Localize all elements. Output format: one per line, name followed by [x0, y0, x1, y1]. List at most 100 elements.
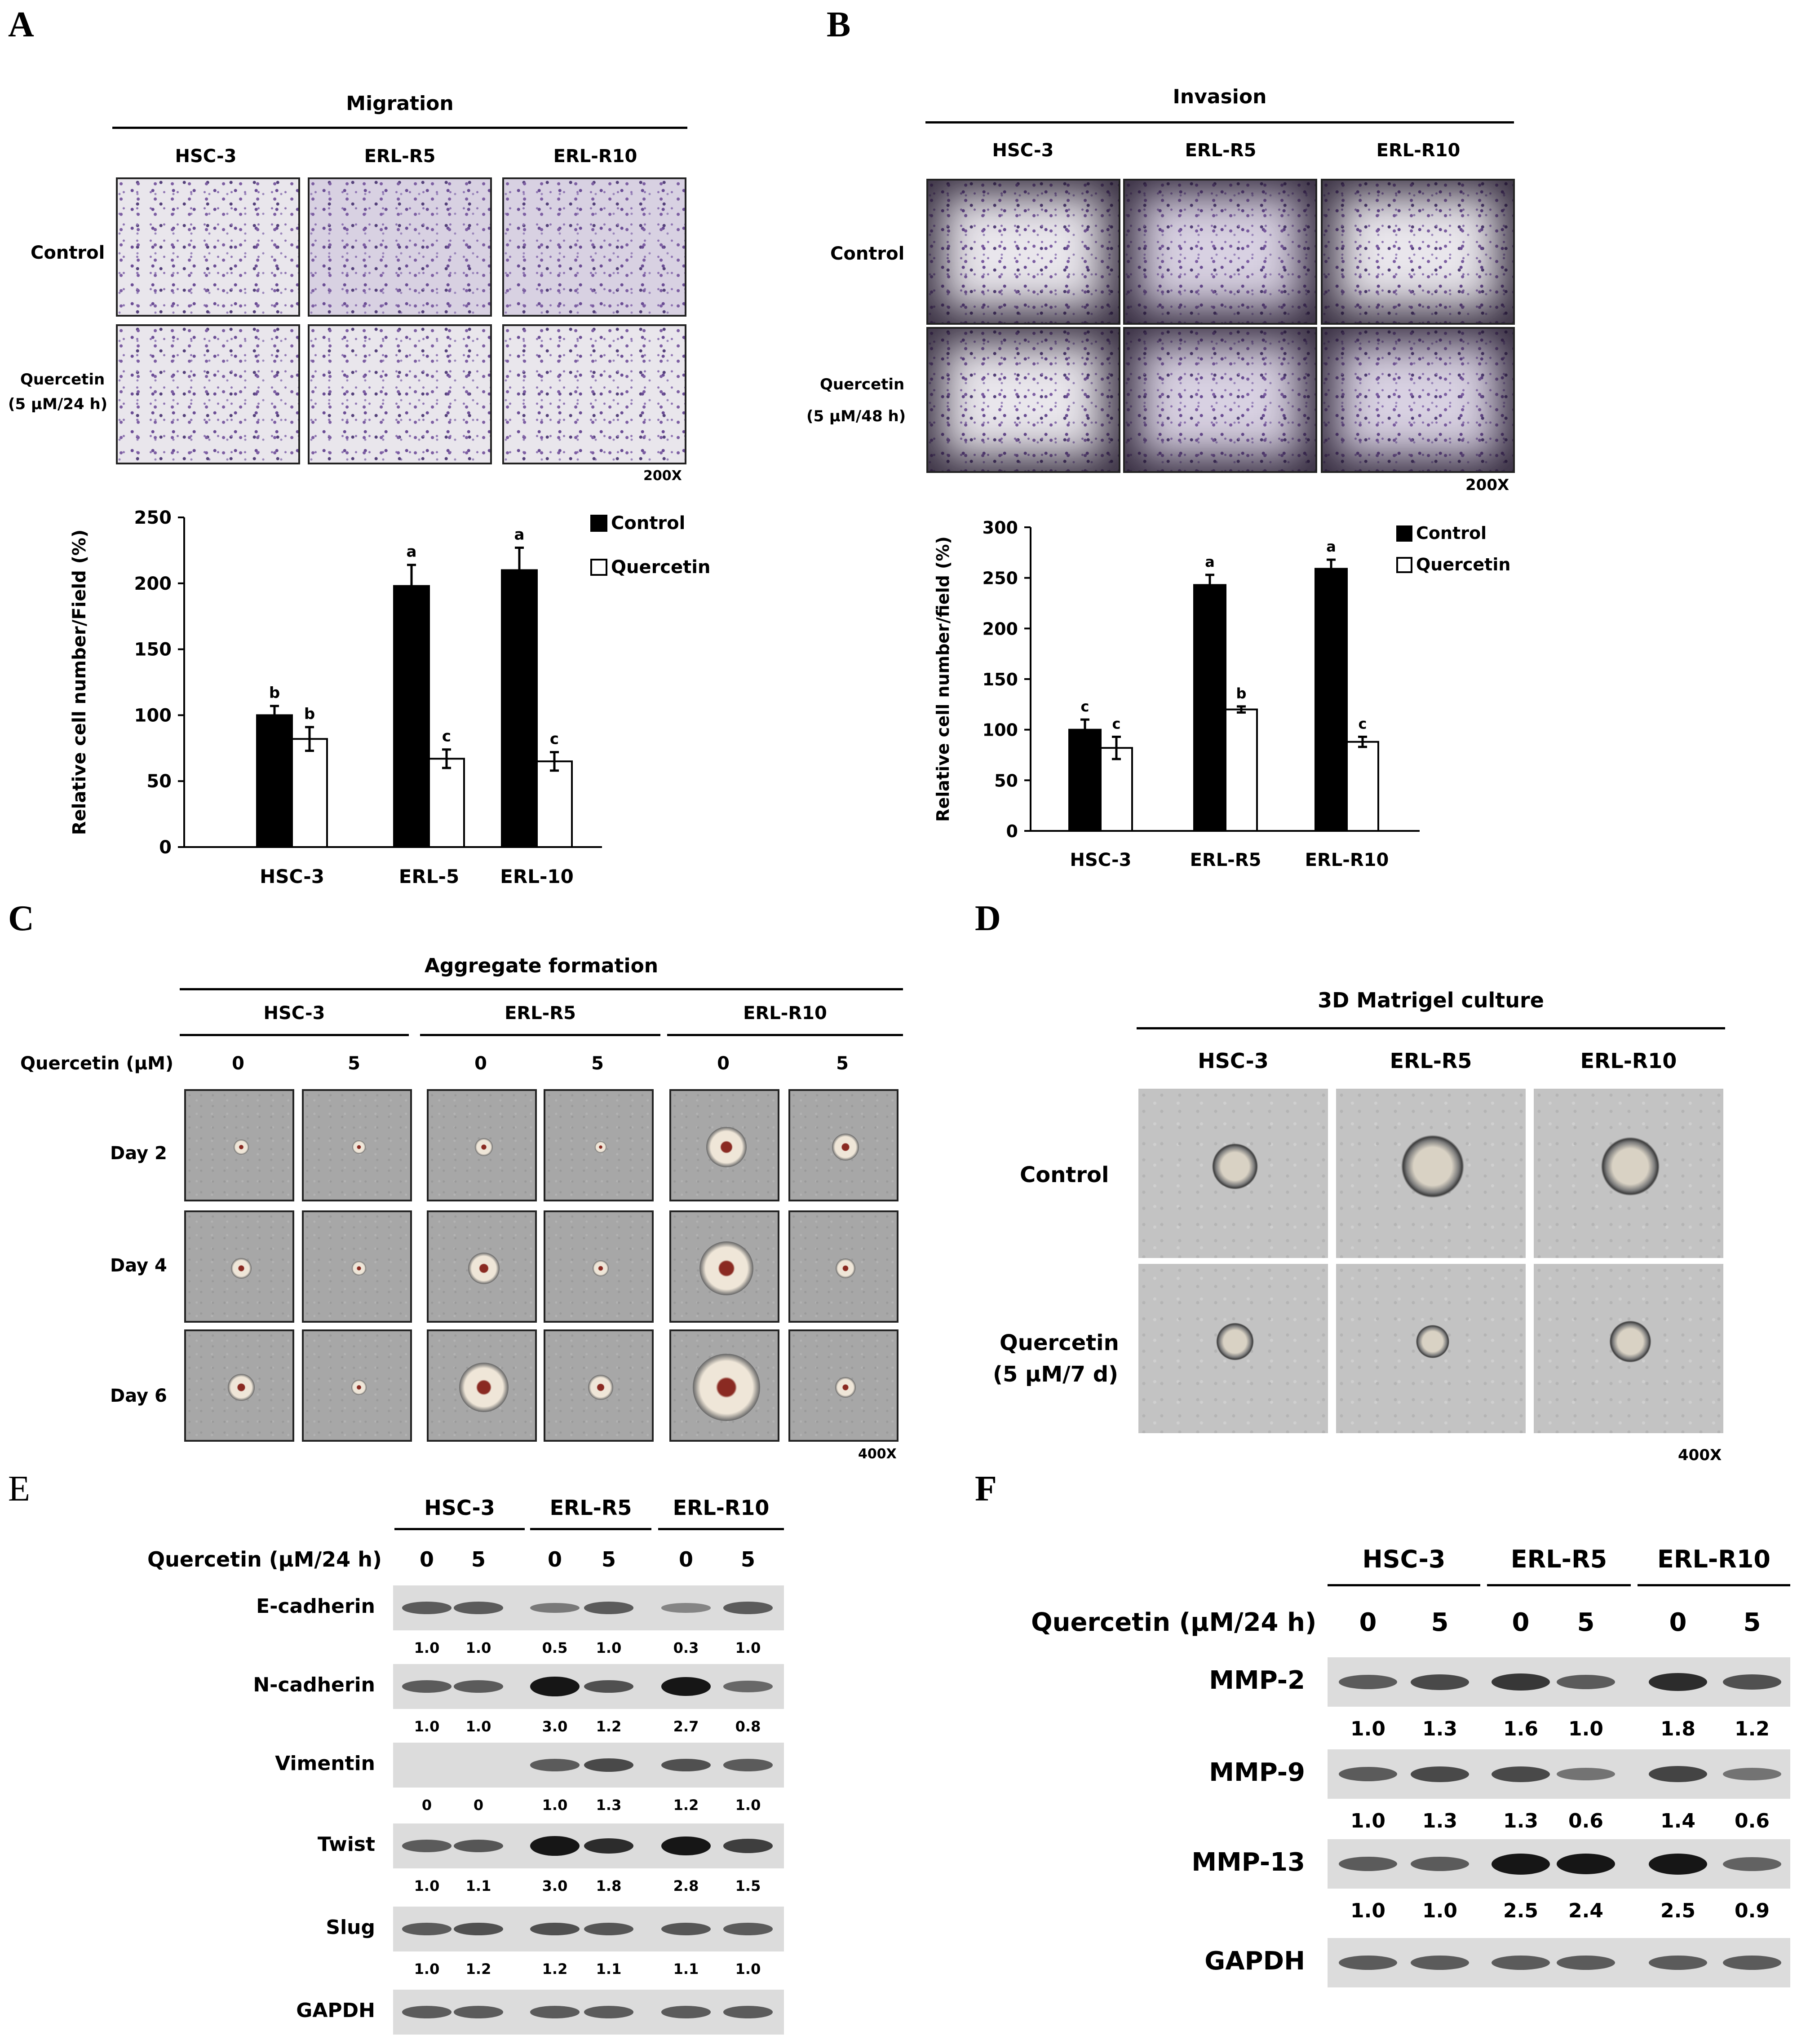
protein-label: MMP-13 — [1191, 1847, 1305, 1877]
aggregate-image — [544, 1089, 654, 1201]
col-label-hsc3: HSC-3 — [1198, 1049, 1269, 1073]
bar — [291, 738, 328, 848]
row-label-quercetin: Quercetin — [20, 371, 105, 388]
densitometry-value: 0.9 — [1735, 1899, 1770, 1922]
y-tick-label: 200 — [983, 619, 1018, 639]
col-label-erl-r5: ERL-R5 — [505, 1003, 576, 1024]
aggregate-spheroid — [692, 1354, 760, 1421]
dose-value: 0 — [1359, 1608, 1377, 1637]
blot-band — [723, 1923, 773, 1935]
blot-band — [530, 2006, 580, 2018]
matrigel-image — [1334, 1087, 1527, 1260]
y-tick-label: 150 — [134, 640, 172, 660]
row-label-control: Control — [830, 243, 905, 264]
matrigel-title: 3D Matrigel culture — [1318, 988, 1544, 1012]
aggregate-image — [427, 1329, 537, 1442]
matrigel-spheroid — [1399, 1132, 1466, 1200]
densitometry-value: 1.3 — [1503, 1810, 1538, 1832]
significance-letter: c — [1081, 698, 1089, 715]
aggregate-spheroid — [351, 1380, 367, 1395]
blot-band — [661, 1836, 711, 1856]
protein-label: Slug — [326, 1916, 375, 1939]
migration-image-hsc3-control — [116, 177, 300, 317]
bar — [1068, 728, 1102, 832]
y-tick-label: 0 — [159, 837, 172, 858]
col-label-erl-r5: ERL-R5 — [364, 146, 436, 167]
panel-label-b: B — [827, 5, 851, 44]
category-label: ERL-R5 — [1190, 850, 1261, 870]
densitometry-value: 1.1 — [673, 1960, 699, 1978]
row-label-day4: Day 4 — [110, 1255, 167, 1276]
blot-strip — [393, 1664, 784, 1709]
blot-strip — [1328, 1657, 1790, 1707]
protein-label: GAPDH — [296, 1999, 375, 2022]
blot-band — [1411, 1956, 1469, 1970]
y-tick-label: 50 — [994, 771, 1018, 790]
significance-letter: b — [1236, 685, 1247, 702]
blot-band — [584, 1602, 633, 1614]
significance-letter: c — [1359, 715, 1367, 732]
bar — [1225, 708, 1258, 832]
blot-band — [1649, 1673, 1707, 1691]
densitometry-value: 2.8 — [673, 1877, 699, 1894]
densitometry-value: 3.0 — [542, 1877, 568, 1894]
blot-e-erlr10-underline — [658, 1528, 784, 1530]
dose-value: 5 — [740, 1547, 755, 1572]
aggregate-magnification: 400X — [858, 1446, 897, 1462]
densitometry-value: 1.2 — [465, 1960, 491, 1978]
densitometry-value: 1.2 — [673, 1797, 699, 1814]
densitometry-value: 1.0 — [542, 1797, 568, 1814]
aggregate-spheroid — [227, 1374, 255, 1401]
matrigel-magnification: 400X — [1678, 1446, 1722, 1464]
blot-band — [723, 1759, 773, 1771]
blot-band — [1411, 1674, 1469, 1690]
bar — [393, 585, 430, 848]
aggregate-spheroid — [835, 1377, 856, 1398]
densitometry-value: 1.0 — [465, 1718, 491, 1735]
aggregate-image — [302, 1210, 412, 1323]
dose-0-erlr10: 0 — [717, 1053, 730, 1074]
migration-title: Migration — [346, 92, 454, 115]
category-label: ERL-5 — [399, 865, 459, 887]
category-label: HSC-3 — [260, 865, 324, 887]
blot-band — [584, 1922, 633, 1936]
blot-f-erlr5-underline — [1487, 1584, 1631, 1586]
blot-band — [1339, 1956, 1397, 1970]
aggregate-spheroid — [351, 1261, 366, 1276]
densitometry-value: 3.0 — [542, 1718, 568, 1735]
densitometry-value: 1.0 — [465, 1639, 491, 1656]
blot-band — [1557, 1956, 1615, 1970]
densitometry-value: 1.0 — [414, 1639, 440, 1656]
blot-band — [1723, 1956, 1781, 1970]
dose-5-hsc3: 5 — [348, 1053, 360, 1074]
densitometry-value: 1.5 — [735, 1877, 761, 1894]
matrigel-spheroid — [1608, 1319, 1653, 1364]
matrigel-image — [1137, 1087, 1330, 1260]
aggregate-spheroid — [594, 1141, 606, 1153]
legend-label: Quercetin — [611, 557, 710, 578]
densitometry-value: 1.0 — [1422, 1899, 1457, 1922]
matrigel-image — [1532, 1087, 1725, 1260]
panel-label-c: C — [8, 899, 34, 938]
aggregate-spheroid — [468, 1253, 500, 1284]
blot-band — [530, 1759, 580, 1771]
migration-image-erlr5-control — [308, 177, 492, 317]
blot-band — [530, 1603, 580, 1613]
migration-bar-chart: 0 50 100 150 200 250 Relative cell number/Fiel… — [69, 508, 710, 887]
invasion-image-erlr5-quercetin — [1123, 327, 1317, 473]
col-label-erl-r10: ERL-R10 — [1657, 1545, 1771, 1573]
row-label-control: Control — [31, 243, 105, 263]
matrigel-image — [1137, 1262, 1330, 1435]
col-label-hsc3: HSC-3 — [424, 1496, 495, 1520]
aggregate-divider — [180, 988, 903, 990]
densitometry-value: 1.1 — [596, 1960, 622, 1978]
category-label: ERL-10 — [500, 865, 574, 887]
blot-strip — [393, 1907, 784, 1951]
dose-value: 0 — [547, 1547, 562, 1572]
invasion-image-erlr5-control — [1123, 179, 1317, 325]
densitometry-value: 1.6 — [1503, 1717, 1538, 1740]
blot-band — [1649, 1853, 1707, 1875]
aggregate-image — [669, 1329, 779, 1442]
densitometry-value: 1.4 — [1660, 1810, 1695, 1832]
blot-band — [661, 2006, 711, 2018]
